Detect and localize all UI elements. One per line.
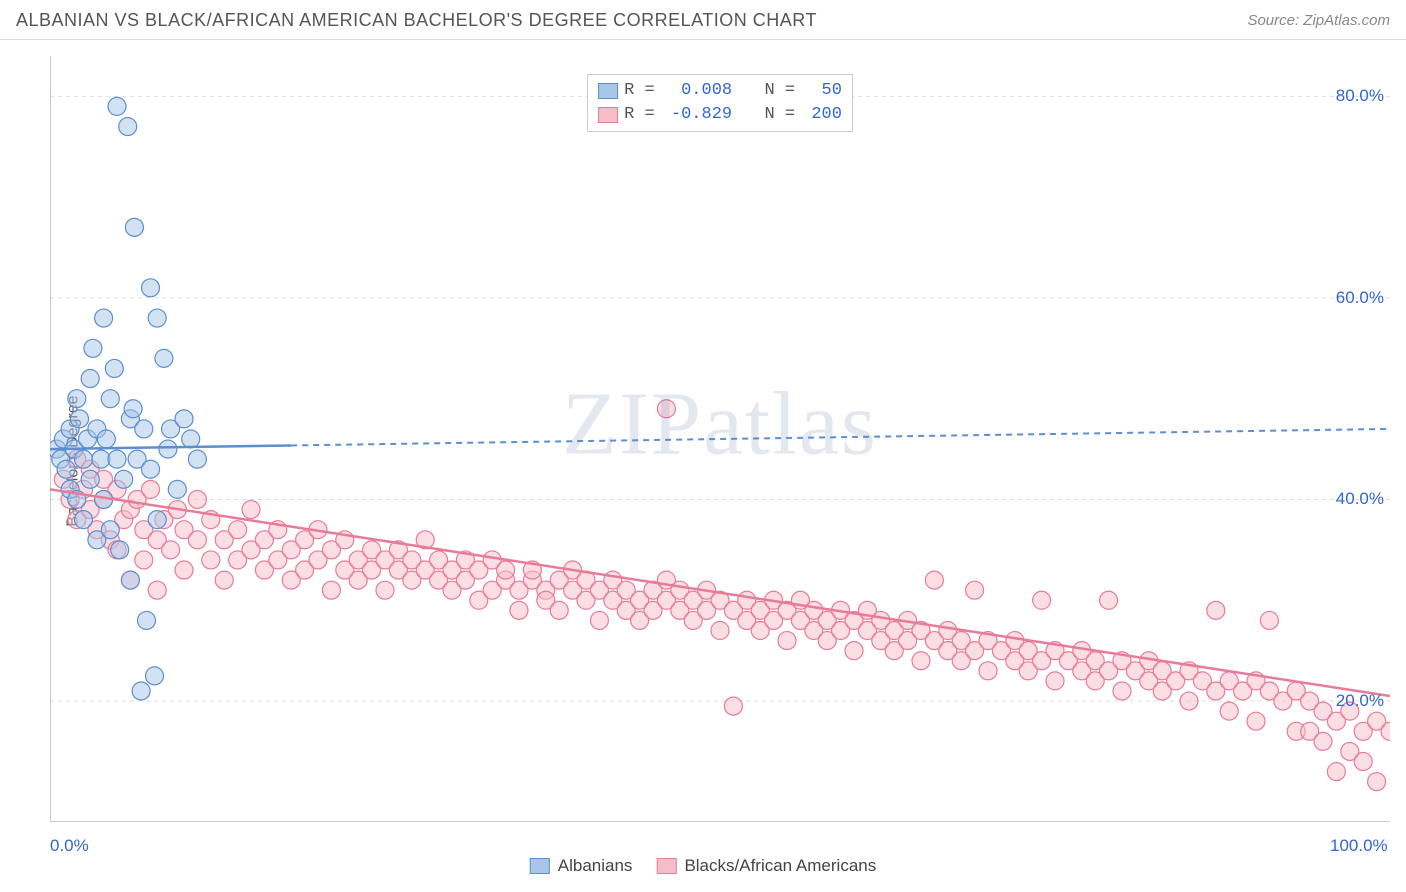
stats-row: R = 0.008 N = 50 (598, 79, 842, 103)
chart-source: Source: ZipAtlas.com (1247, 12, 1390, 29)
series-swatch (598, 107, 618, 123)
x-tick-label: 100.0% (1330, 836, 1388, 856)
stats-row: R = -0.829 N = 200 (598, 103, 842, 127)
chart-area: Bachelor's Degree ZIPatlas R = 0.008 N =… (0, 40, 1406, 882)
y-tick-label: 80.0% (1336, 86, 1384, 106)
series-legend: Albanians Blacks/African Americans (530, 856, 876, 876)
legend-item: Blacks/African Americans (656, 856, 876, 876)
series-swatch (656, 858, 676, 874)
legend-label: Blacks/African Americans (684, 856, 876, 876)
correlation-stats-box: R = 0.008 N = 50R = -0.829 N = 200 (587, 74, 853, 132)
chart-header: ALBANIAN VS BLACK/AFRICAN AMERICAN BACHE… (0, 0, 1406, 40)
y-tick-label: 40.0% (1336, 489, 1384, 509)
legend-item: Albanians (530, 856, 633, 876)
legend-label: Albanians (558, 856, 633, 876)
y-tick-label: 20.0% (1336, 691, 1384, 711)
series-swatch (598, 83, 618, 99)
x-tick-label: 0.0% (50, 836, 89, 856)
series-swatch (530, 858, 550, 874)
plot-svg (50, 56, 1390, 822)
chart-title: ALBANIAN VS BLACK/AFRICAN AMERICAN BACHE… (16, 10, 817, 31)
scatter-plot: ZIPatlas R = 0.008 N = 50R = -0.829 N = … (50, 56, 1390, 822)
y-tick-label: 60.0% (1336, 288, 1384, 308)
